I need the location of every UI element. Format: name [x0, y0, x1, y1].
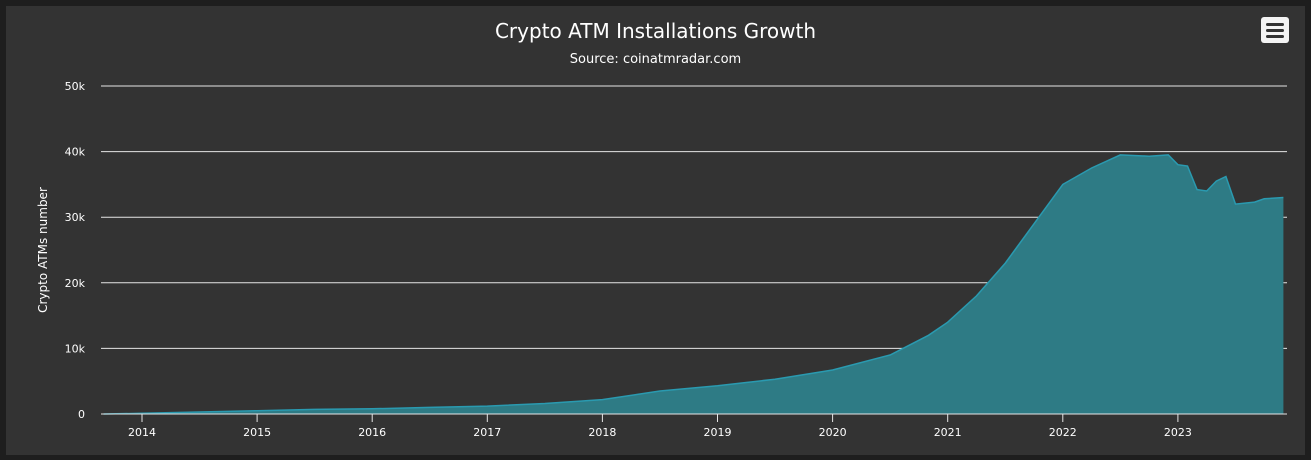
area-series — [103, 154, 1284, 414]
chart-subtitle: Source: coinatmradar.com — [569, 52, 742, 67]
x-tick-label: 2016 — [358, 426, 386, 439]
chart-title: Crypto ATM Installations Growth — [494, 19, 817, 43]
y-tick-label: 30k — [65, 211, 86, 224]
y-tick-label: 40k — [65, 146, 86, 159]
x-tick-label: 2023 — [1164, 426, 1192, 439]
hamburger-menu-icon — [1266, 22, 1284, 26]
area-series-line — [103, 154, 1284, 415]
y-tick-label: 0 — [78, 408, 85, 421]
x-tick-label: 2022 — [1049, 426, 1077, 439]
x-tick-label: 2014 — [128, 426, 156, 439]
y-axis-title: Crypto ATMs number — [36, 187, 50, 313]
x-tick-label: 2020 — [819, 426, 847, 439]
chart-plot-area: 0 10k 20k 30k 40k 50k 2014 2015 2016 2017 2018 2019… — [36, 80, 1287, 439]
chart-menu-button[interactable] — [1261, 17, 1289, 43]
x-tick-label: 2021 — [934, 426, 962, 439]
y-tick-label: 20k — [65, 277, 86, 290]
y-tick-label: 10k — [65, 342, 86, 355]
hamburger-menu-icon-bar — [1266, 28, 1284, 32]
x-tick-label: 2018 — [588, 426, 616, 439]
chart-container: Crypto ATM Installations Growth Source: … — [6, 6, 1305, 455]
hamburger-menu-icon-bar — [1266, 34, 1284, 38]
x-tick-label: 2017 — [473, 426, 501, 439]
y-tick-label: 50k — [65, 80, 86, 93]
x-tick-label: 2015 — [243, 426, 271, 439]
x-tick-label: 2019 — [704, 426, 732, 439]
